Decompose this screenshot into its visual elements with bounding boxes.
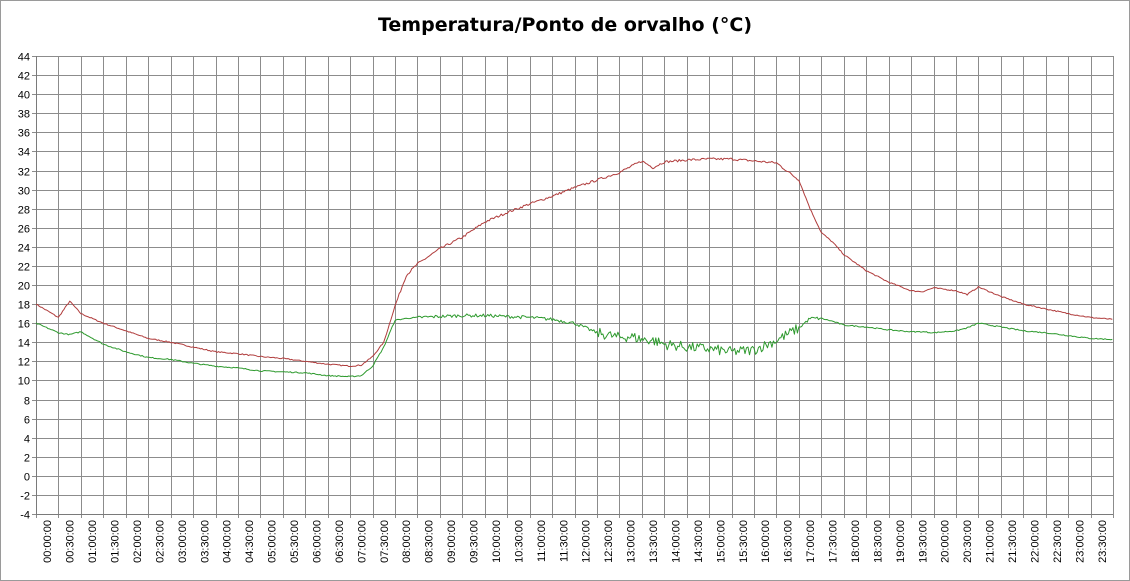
- x-tick-label: 09:30:00: [469, 520, 481, 563]
- y-tick-label: 34: [18, 147, 30, 159]
- x-tick-label: 19:00:00: [895, 520, 907, 563]
- y-tick-label: 20: [18, 281, 30, 293]
- y-tick-label: 8: [24, 396, 30, 408]
- x-tick-label: 01:00:00: [87, 520, 99, 563]
- x-tick-label: 10:00:00: [491, 520, 503, 563]
- x-tick-label: 21:30:00: [1007, 520, 1019, 563]
- y-tick-label: 24: [18, 243, 30, 255]
- x-tick-label: 18:30:00: [872, 520, 884, 563]
- y-tick-label: 22: [18, 262, 30, 274]
- x-tick-label: 07:30:00: [379, 520, 391, 563]
- y-tick-label: 16: [18, 319, 30, 331]
- x-tick-label: 05:00:00: [267, 520, 279, 563]
- y-tick-label: 26: [18, 224, 30, 236]
- x-tick-label: 06:00:00: [311, 520, 323, 563]
- x-tick-label: 22:30:00: [1052, 520, 1064, 563]
- axis-layer: [32, 56, 1114, 518]
- y-tick-label: -4: [20, 510, 30, 522]
- y-tick-label: 6: [24, 415, 30, 427]
- y-tick-label: 44: [18, 52, 30, 64]
- chart-title: Temperatura/Ponto de orvalho (°C): [377, 14, 753, 36]
- x-tick-label: 10:30:00: [513, 520, 525, 563]
- y-tick-label: 40: [18, 90, 30, 102]
- grid-layer: [36, 56, 1114, 515]
- series-line-2: [35, 313, 1113, 378]
- y-tick-label: -2: [20, 491, 30, 503]
- y-tick-label: 4: [24, 434, 30, 446]
- y-tick-label: 32: [18, 167, 30, 179]
- x-tick-label: 08:00:00: [401, 520, 413, 563]
- y-tick-label: 14: [18, 338, 30, 350]
- x-tick-label: 08:30:00: [424, 520, 436, 563]
- x-tick-label: 07:00:00: [356, 520, 368, 563]
- x-tick-label: 22:00:00: [1029, 520, 1041, 563]
- y-tick-label: 10: [18, 376, 30, 388]
- x-tick-label: 00:30:00: [65, 520, 77, 563]
- x-tick-label: 19:30:00: [917, 520, 929, 563]
- x-tick-label: 01:30:00: [110, 520, 122, 563]
- x-tick-label: 14:00:00: [670, 520, 682, 563]
- x-tick-label: 11:00:00: [536, 520, 548, 562]
- x-tick-label: 15:00:00: [715, 520, 727, 563]
- x-tick-label: 04:00:00: [222, 520, 234, 563]
- x-tick-label: 17:30:00: [828, 520, 840, 563]
- x-tick-label: 04:30:00: [244, 520, 256, 563]
- x-tick-label: 23:30:00: [1097, 520, 1109, 563]
- x-tick-label: 12:30:00: [603, 520, 615, 563]
- x-tick-label: 16:30:00: [783, 520, 795, 563]
- y-tick-label: 0: [24, 472, 30, 484]
- x-tick-label: 20:00:00: [940, 520, 952, 563]
- x-tick-label: 02:00:00: [132, 520, 144, 563]
- x-tick-label: 02:30:00: [154, 520, 166, 563]
- y-tick-label: 18: [18, 300, 30, 312]
- x-tick-label: 00:00:00: [42, 520, 54, 563]
- y-tick-label: 42: [18, 71, 30, 83]
- y-tick-label: 30: [18, 186, 30, 198]
- y-tick-label: 36: [18, 128, 30, 140]
- x-tick-label: 06:30:00: [334, 520, 346, 563]
- x-tick-label: 09:00:00: [446, 520, 458, 563]
- x-tick-label: 17:00:00: [805, 520, 817, 563]
- x-tick-label: 14:30:00: [693, 520, 705, 563]
- y-tick-label: 2: [24, 453, 30, 465]
- y-tick-label: 38: [18, 109, 30, 121]
- tick-label-layer: 4442403836343230282624222018161412108642…: [18, 52, 1109, 563]
- x-tick-label: 20:30:00: [962, 520, 974, 563]
- series-layer: [35, 157, 1113, 378]
- series-line-1: [35, 157, 1113, 367]
- x-tick-label: 03:00:00: [177, 520, 189, 563]
- x-tick-label: 13:00:00: [626, 520, 638, 563]
- x-tick-label: 03:30:00: [199, 520, 211, 563]
- x-tick-label: 11:30:00: [558, 520, 570, 562]
- x-tick-label: 18:00:00: [850, 520, 862, 563]
- x-tick-label: 15:30:00: [738, 520, 750, 563]
- x-tick-label: 13:30:00: [648, 520, 660, 563]
- y-tick-label: 28: [18, 205, 30, 217]
- x-tick-label: 05:30:00: [289, 520, 301, 563]
- x-tick-label: 12:00:00: [581, 520, 593, 563]
- x-tick-label: 21:00:00: [985, 520, 997, 563]
- y-tick-label: 12: [18, 357, 30, 369]
- x-tick-label: 16:00:00: [760, 520, 772, 563]
- x-tick-label: 23:00:00: [1074, 520, 1086, 563]
